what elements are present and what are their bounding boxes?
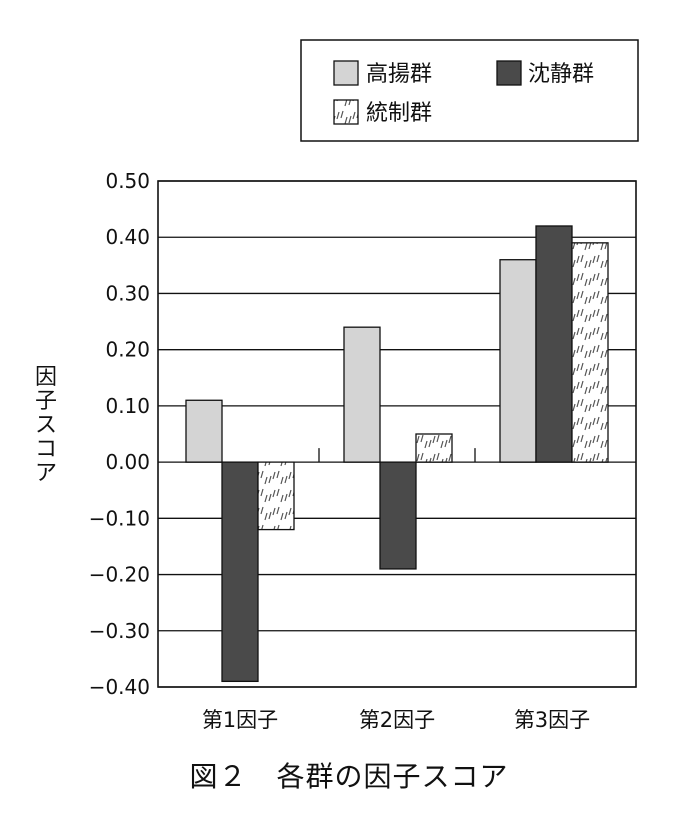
bar-高揚群-第3因子 [499,259,537,463]
plot-frame [157,180,637,688]
y-tick-label: −0.40 [89,675,150,699]
legend-box [300,39,639,142]
legend-label: 高揚群 [366,62,432,87]
y-tick-labels: 0.50 0.40 0.30 0.20 0.10 0.00 −0.10 −0.20 −0.30 −… [89,169,150,699]
y-tick-label: 0.40 [105,225,150,249]
legend-swatch [333,99,359,125]
y-tick-label: −0.30 [89,619,150,643]
figure-caption: 図２ 各群の因子スコア [189,760,508,793]
y-tick-label: −0.10 [89,506,150,530]
bar-沈静群-第1因子 [221,461,259,683]
y-axis-label: 因子スコア [35,365,57,486]
bar-高揚群-第1因子 [185,399,223,463]
bar-統制群-第1因子 [257,461,295,531]
plot-border [157,180,637,688]
bar-統制群-第3因子 [571,242,609,463]
y-tick-label: −0.20 [89,563,150,587]
x-category-label: 第2因子 [359,708,435,732]
legend-label: 沈静群 [528,62,594,87]
y-tick-label: 0.30 [105,281,150,305]
y-tick-label: 0.20 [105,338,150,362]
y-tick-label: 0.50 [105,169,150,193]
legend-label: 統制群 [366,101,432,126]
bar-統制群-第2因子 [415,433,453,463]
x-category-label: 第3因子 [514,708,590,732]
y-tick-label: 0.00 [105,450,150,474]
legend-swatch [496,60,522,86]
bars [185,225,609,683]
legend-swatch [333,60,359,86]
bar-沈静群-第3因子 [535,225,573,463]
x-category-labels: 第1因子 第2因子 第3因子 [202,708,590,732]
y-tick-label: 0.10 [105,394,150,418]
bar-沈静群-第2因子 [379,461,417,570]
x-category-label: 第1因子 [202,708,278,732]
bar-高揚群-第2因子 [343,326,381,463]
